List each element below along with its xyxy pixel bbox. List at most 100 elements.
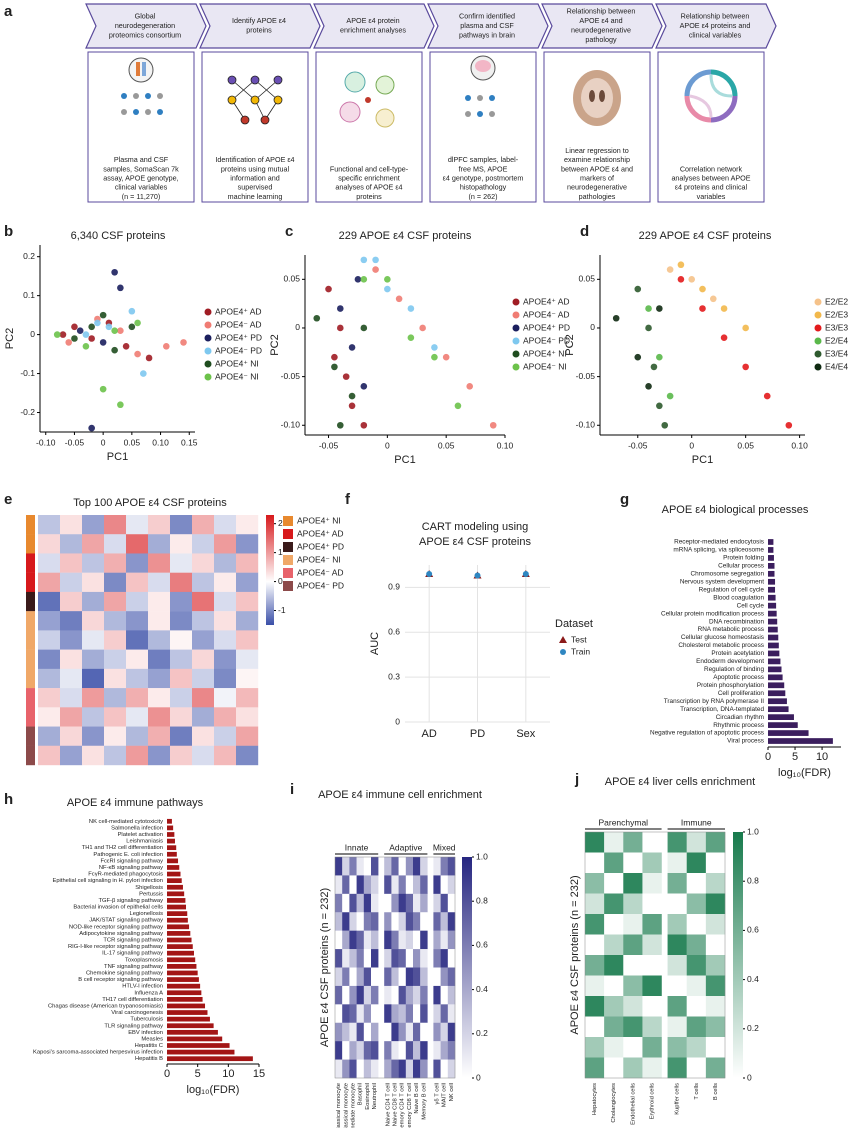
icon-brain-head: [465, 55, 496, 117]
step-title: APOE ε4 and: [579, 16, 622, 25]
row-annotation: [26, 726, 35, 746]
chart-title: 6,340 CSF proteins: [71, 230, 166, 242]
cell: [192, 630, 215, 650]
y-tick-label: TNF signaling pathway: [104, 964, 163, 970]
cell: [391, 949, 399, 968]
column-label: Basophil: [358, 1083, 364, 1105]
cell: [192, 515, 215, 535]
step-title: Confirm identified: [459, 11, 515, 20]
bar: [768, 650, 780, 657]
cell: [398, 1059, 406, 1079]
legend-marker: [512, 311, 520, 319]
colorbar-tick-label: 2: [278, 518, 283, 528]
cell: [60, 630, 83, 650]
cell: [349, 949, 357, 968]
colorbar-tick-label: 0.2: [476, 1028, 488, 1038]
y-tick-label: Cell cycle: [737, 602, 765, 609]
cell: [126, 745, 149, 766]
column-label: Naive CD4 T cell: [385, 1083, 391, 1126]
cell: [363, 857, 372, 876]
cell: [349, 912, 357, 931]
legend-label: APOE4⁻ AD: [297, 567, 344, 577]
cell: [363, 967, 372, 987]
cell: [413, 893, 421, 913]
cell: [604, 1057, 624, 1079]
row-annotation: [26, 707, 35, 727]
cell: [356, 1022, 364, 1042]
y-tick-label: NF-κB signaling pathway: [99, 865, 163, 871]
cell: [384, 967, 392, 987]
x-axis-label: PC1: [107, 451, 128, 463]
y-tick-label: Leishmaniasis: [126, 839, 163, 845]
cell: [585, 996, 605, 1017]
cell: [705, 975, 726, 997]
point: [111, 327, 118, 335]
x-tick-label: -0.05: [65, 437, 85, 447]
cell: [349, 930, 357, 950]
step-text: samples, SomaScan 7k: [103, 164, 179, 173]
cell: [413, 1041, 421, 1060]
cell: [705, 1016, 726, 1038]
row-annotation: [26, 611, 35, 631]
point: [313, 314, 321, 322]
cell: [623, 934, 643, 956]
cell: [126, 553, 149, 573]
step-title: APOE ε4 protein: [346, 16, 399, 25]
step-text: between APOE ε4 and: [561, 164, 633, 173]
cell: [214, 553, 237, 573]
legend-label: APOE4⁺ AD: [523, 296, 570, 306]
y-axis-label: APOE ε4 CSF proteins (n = 232): [569, 875, 581, 1034]
point: [71, 335, 78, 342]
cell: [214, 515, 237, 535]
point: [656, 353, 663, 361]
x-tick-label: 0: [385, 440, 390, 450]
step-title: proteomics consortium: [109, 30, 181, 39]
cell: [447, 893, 456, 913]
cell: [384, 1041, 392, 1060]
bar: [768, 714, 794, 721]
cell: [214, 707, 237, 727]
point: [88, 323, 95, 331]
legend-marker: [512, 298, 520, 306]
cell: [356, 912, 364, 931]
point: [785, 421, 793, 429]
cell: [391, 912, 399, 931]
cell: [82, 591, 105, 612]
x-tick-label: 10: [222, 1068, 234, 1080]
cell: [236, 745, 259, 766]
cell: [405, 930, 414, 950]
y-tick-label: EBV infection: [128, 1030, 163, 1036]
cell: [604, 914, 624, 935]
x-tick-label: 0.15: [181, 437, 198, 447]
bar: [768, 642, 779, 649]
y-tick-label: Viral process: [727, 738, 764, 745]
cell: [667, 873, 687, 894]
cell: [686, 914, 707, 935]
point: [522, 570, 529, 577]
cell: [420, 967, 428, 987]
cell: [192, 553, 215, 573]
bar: [167, 898, 186, 903]
point: [720, 334, 728, 342]
y-tick-label: TCR signaling pathway: [103, 938, 163, 944]
cell: [236, 726, 259, 746]
bar: [768, 626, 778, 633]
legend-label: APOE4⁻ PD: [215, 345, 262, 355]
bar: [167, 944, 193, 949]
colorbar-tick-label: 0: [476, 1072, 481, 1082]
cell: [405, 1022, 414, 1042]
cell: [433, 930, 441, 950]
legend-swatch: [283, 581, 293, 591]
panel-label: h: [4, 791, 13, 808]
point: [348, 402, 356, 410]
cell: [686, 955, 707, 976]
bar: [167, 1043, 230, 1048]
y-tick-label: -0.2: [20, 407, 35, 417]
bar: [167, 931, 191, 936]
y-tick-label: JAK/STAT signaling pathway: [89, 918, 163, 924]
step-text: variables: [697, 192, 726, 201]
point: [407, 334, 415, 342]
cell: [623, 832, 643, 853]
legend-marker: [559, 636, 567, 643]
cell: [60, 515, 83, 535]
